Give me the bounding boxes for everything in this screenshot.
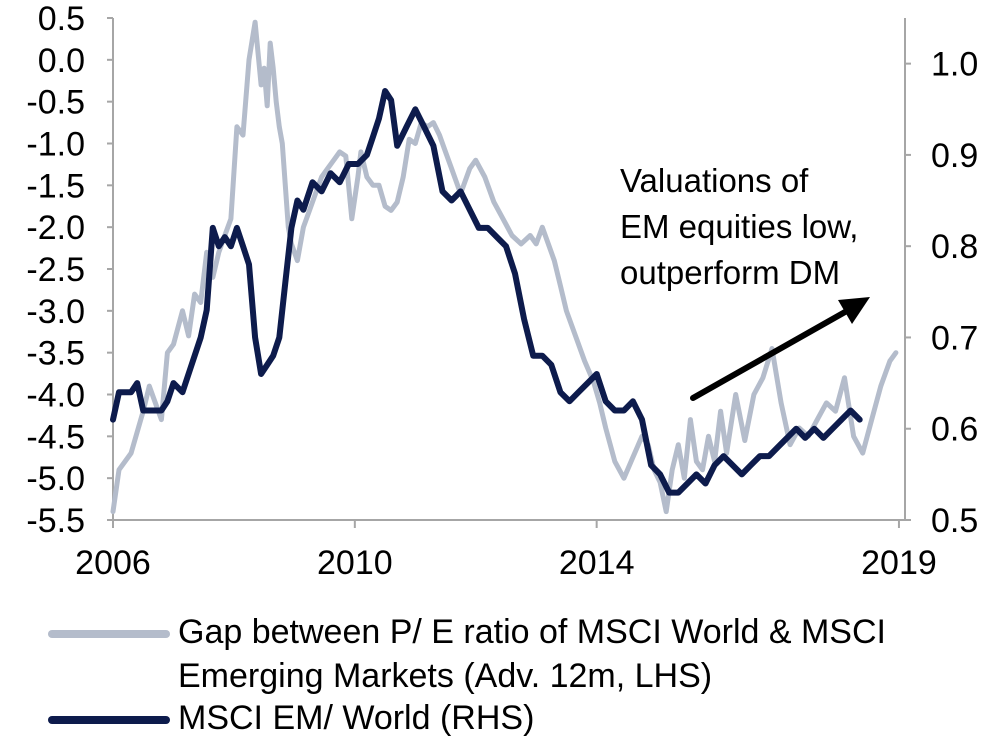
- annotation-text-line: EM equities low,: [620, 208, 858, 245]
- annotation-text-line: outperform DM: [620, 254, 840, 291]
- left-tick-label: -2.5: [26, 251, 85, 289]
- left-tick-label: 0.5: [38, 0, 85, 38]
- right-tick-label: 1.0: [931, 46, 978, 84]
- left-tick-label: -1.0: [26, 126, 85, 164]
- legend-label-pe-gap: Gap between P/ E ratio of MSCI World & M…: [178, 613, 886, 695]
- chart-annotation: Valuations of EM equities low, outperform …: [620, 162, 870, 401]
- left-tick-label: -4.5: [26, 418, 85, 456]
- legend-swatch-pe-gap: [48, 630, 170, 638]
- chart-axes: [107, 17, 911, 528]
- x-tick-label: 2014: [559, 544, 635, 582]
- series-line-em-world: [110, 88, 863, 496]
- left-tick-label: 0.0: [38, 42, 85, 80]
- right-tick-label: 0.7: [931, 319, 978, 357]
- left-tick-label: -3.0: [26, 293, 85, 331]
- left-tick-label: -0.5: [26, 84, 85, 122]
- annotation-text-line: Valuations of: [620, 162, 809, 199]
- right-tick-label: 0.9: [931, 137, 978, 175]
- right-tick-label: 0.6: [931, 411, 978, 449]
- series-line-pe-gap: [110, 19, 899, 515]
- x-tick-label: 2019: [861, 544, 937, 582]
- left-tick-label: -1.5: [26, 167, 85, 205]
- left-tick-label: -4.0: [26, 377, 85, 415]
- left-tick-label: -5.0: [26, 460, 85, 498]
- right-tick-label: 0.5: [931, 502, 978, 540]
- legend-label-em-world: MSCI EM/ World (RHS): [178, 699, 535, 737]
- annotation-arrow-shaft: [690, 309, 848, 401]
- chart-series: [110, 19, 899, 515]
- annotation-arrow-head: [838, 297, 870, 324]
- left-tick-label: -2.0: [26, 209, 85, 247]
- x-tick-label: 2006: [75, 544, 151, 582]
- chart-labels: 0.5 0.0 -0.5 -1.0-1.5 -2.0 -2.5 -3.0 -3.5 -4.0-4…: [26, 0, 978, 582]
- legend-swatch-em-world: [48, 716, 170, 724]
- right-tick-label: 0.8: [931, 228, 978, 266]
- left-tick-label: -5.5: [26, 502, 85, 540]
- left-tick-label: -3.5: [26, 335, 85, 373]
- x-tick-label: 2010: [317, 544, 393, 582]
